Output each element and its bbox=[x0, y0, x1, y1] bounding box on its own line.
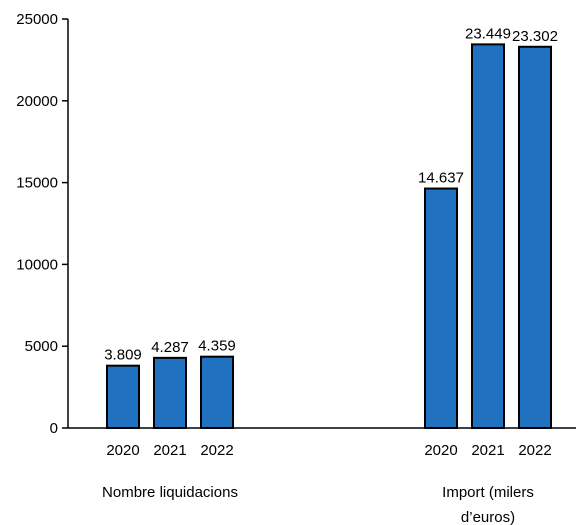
y-tick-label: 10000 bbox=[16, 256, 58, 273]
data-label: 23.302 bbox=[512, 28, 558, 45]
bar bbox=[518, 45, 552, 430]
x-tick-label: 2021 bbox=[471, 442, 504, 459]
bar bbox=[106, 364, 140, 429]
y-tick-label: 5000 bbox=[25, 338, 58, 355]
data-label: 4.287 bbox=[151, 339, 189, 356]
y-tick-label: 25000 bbox=[16, 11, 58, 28]
bar bbox=[200, 355, 234, 430]
data-label: 23.449 bbox=[465, 25, 511, 42]
group-label: d’euros) bbox=[461, 509, 515, 525]
x-tick-label: 2021 bbox=[153, 442, 186, 459]
bars bbox=[106, 43, 552, 430]
y-tick-label: 15000 bbox=[16, 175, 58, 192]
x-tick-label: 2022 bbox=[518, 442, 551, 459]
y-tick-label: 20000 bbox=[16, 93, 58, 110]
x-tick-label: 2020 bbox=[106, 442, 139, 459]
bar bbox=[424, 187, 458, 429]
data-label: 14.637 bbox=[418, 170, 464, 187]
bar bbox=[471, 43, 505, 429]
data-label: 4.359 bbox=[198, 338, 236, 355]
labels: 3.809 2020 4.287 2021 4.359 2022 Nombre liquid… bbox=[102, 25, 558, 525]
group-label: Nombre liquidacions bbox=[102, 484, 238, 501]
x-tick-label: 2020 bbox=[424, 442, 457, 459]
group-label: Import (milers bbox=[442, 484, 534, 501]
y-tick-label: 0 bbox=[50, 420, 58, 437]
y-axis-ticks: 0 5000 10000 15000 20000 25000 bbox=[16, 11, 68, 437]
bar bbox=[153, 356, 187, 430]
x-tick-label: 2022 bbox=[200, 442, 233, 459]
data-label: 3.809 bbox=[104, 347, 142, 364]
